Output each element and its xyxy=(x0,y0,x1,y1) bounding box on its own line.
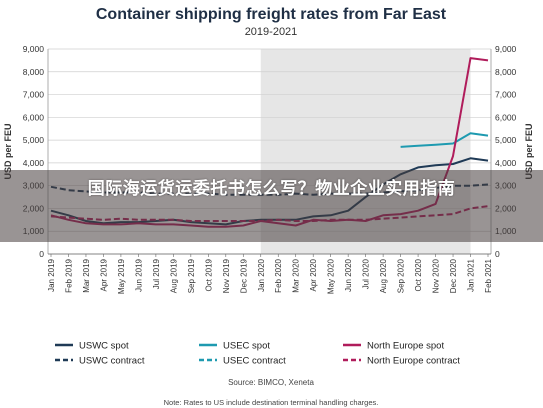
legend-label-usec-spot: USEC spot xyxy=(223,341,270,352)
x-tick-label: Apr 2020 xyxy=(309,258,318,291)
x-tick-label: Mar 2019 xyxy=(82,258,91,292)
y-tick-label-right: 0 xyxy=(495,249,500,259)
y-tick-label-right: 6,000 xyxy=(495,112,517,122)
y-tick-label-right: 7,000 xyxy=(495,90,517,100)
x-tick-label: Apr 2019 xyxy=(99,258,108,291)
legend-label-uswc-contract: USWC contract xyxy=(79,356,145,367)
y-tick-label-left: 0 xyxy=(39,249,44,259)
x-tick-label: Aug 2020 xyxy=(379,258,388,293)
source-note: Source: BIMCO, Xeneta xyxy=(228,378,314,387)
x-tick-label: Sep 2020 xyxy=(397,258,406,293)
x-tick-label: Feb 2019 xyxy=(64,258,73,292)
y-tick-label-left: 5,000 xyxy=(23,135,45,145)
footnote: Note: Rates to US include destination te… xyxy=(164,398,379,407)
x-tick-label: Jan 2021 xyxy=(467,258,476,291)
x-tick-label: Dec 2020 xyxy=(449,258,458,293)
x-tick-label: Oct 2020 xyxy=(414,258,423,291)
x-tick-label: Feb 2020 xyxy=(274,258,283,292)
x-tick-label: Feb 2021 xyxy=(484,258,493,292)
x-tick-label: Jan 2019 xyxy=(47,258,56,291)
chart-subtitle: 2019-2021 xyxy=(245,26,298,38)
overlay-banner-text: 国际海运货运委托书怎么写？物业企业实用指南 xyxy=(87,179,456,199)
x-tick-label: May 2019 xyxy=(117,258,126,294)
y-tick-label-left: 8,000 xyxy=(23,67,45,77)
x-tick-label: Aug 2019 xyxy=(169,258,178,293)
x-tick-label: Mar 2020 xyxy=(292,258,301,292)
legend-label-north-europe-contract: North Europe contract xyxy=(367,356,460,367)
x-tick-label: Nov 2020 xyxy=(432,258,441,293)
x-tick-label: May 2020 xyxy=(327,258,336,294)
y-tick-label-left: 6,000 xyxy=(23,112,45,122)
x-tick-label: Sep 2019 xyxy=(187,258,196,293)
x-tick-label: Dec 2019 xyxy=(239,258,248,293)
x-tick-label: Nov 2019 xyxy=(222,258,231,293)
x-tick-label: Jun 2019 xyxy=(134,258,143,291)
x-tick-label: Jul 2020 xyxy=(362,258,371,289)
y-tick-label-right: 4,000 xyxy=(495,158,517,168)
y-axis-title-left: USD per FEU xyxy=(3,123,13,179)
x-tick-label: Jun 2020 xyxy=(344,258,353,291)
y-tick-label-left: 9,000 xyxy=(23,44,45,54)
y-tick-label-right: 9,000 xyxy=(495,44,517,54)
legend-label-uswc-spot: USWC spot xyxy=(79,341,129,352)
overlay-banner xyxy=(0,170,543,242)
series-line-usec-spot xyxy=(400,132,489,148)
legend-label-north-europe-spot: North Europe spot xyxy=(367,341,444,352)
x-tick-label: Oct 2019 xyxy=(204,258,213,291)
x-tick-label: Jan 2020 xyxy=(257,258,266,291)
legend-label-usec-contract: USEC contract xyxy=(223,356,286,367)
x-tick-label: Jul 2019 xyxy=(152,258,161,289)
y-axis-title-right: USD per FEU xyxy=(524,123,534,179)
y-tick-label-left: 4,000 xyxy=(23,158,45,168)
y-tick-label-right: 8,000 xyxy=(495,67,517,77)
y-tick-label-left: 7,000 xyxy=(23,90,45,100)
chart-title: Container shipping freight rates from Fa… xyxy=(96,6,447,23)
y-tick-label-right: 5,000 xyxy=(495,135,517,145)
